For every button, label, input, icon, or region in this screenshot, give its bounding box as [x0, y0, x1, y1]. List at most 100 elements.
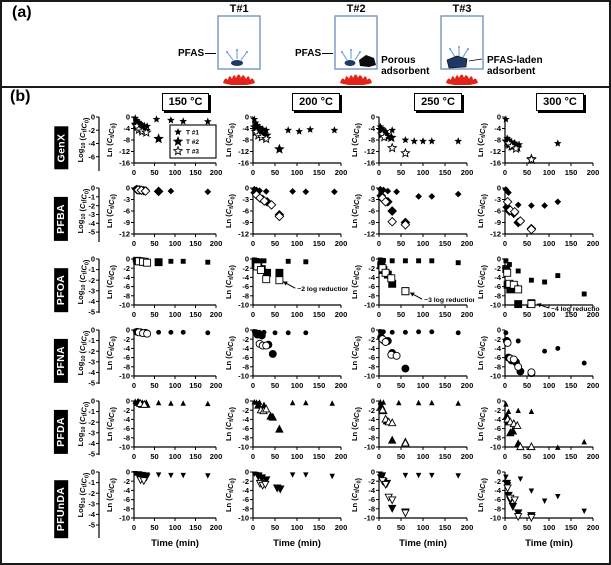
ylabel-ln: Ln (Cf/C0) — [476, 193, 489, 228]
series-t1 — [377, 398, 461, 406]
svg-text:0: 0 — [126, 184, 130, 193]
svg-text:150: 150 — [313, 452, 326, 461]
svg-text:150: 150 — [189, 381, 202, 390]
svg-text:-10: -10 — [364, 514, 375, 523]
svg-text:-5: -5 — [88, 379, 95, 388]
svg-text:-12: -12 — [490, 230, 501, 239]
svg-text:150: 150 — [313, 310, 326, 319]
svg-text:200: 200 — [210, 523, 222, 532]
svg-text:-3: -3 — [494, 195, 501, 204]
svg-text:-3: -3 — [123, 195, 130, 204]
svg-text:-6: -6 — [123, 495, 130, 504]
svg-text:-2: -2 — [242, 335, 249, 344]
svg-text:200: 200 — [587, 310, 600, 319]
temp-header-cell: 150 °C — [74, 92, 243, 112]
flame-icon — [340, 74, 373, 85]
tube-t3-illustration — [440, 15, 484, 70]
series-t3 — [255, 479, 270, 490]
pfas-blob — [344, 60, 356, 66]
svg-text:-6: -6 — [242, 353, 249, 362]
svg-text:0: 0 — [91, 326, 95, 335]
svg-text:-6: -6 — [242, 424, 249, 433]
temperature-header-row: 150 °C 200 °C 250 °C 300 °C — [74, 92, 609, 112]
svg-text:100: 100 — [291, 310, 304, 319]
svg-text:-12: -12 — [364, 230, 375, 239]
svg-text:50: 50 — [271, 239, 279, 248]
svg-text:0: 0 — [251, 381, 255, 390]
ylabel-ln: Ln (Cf/C0) — [350, 335, 363, 370]
svg-text:-6: -6 — [242, 207, 249, 216]
svg-text:-5: -5 — [88, 450, 95, 459]
panel-b-label: (b) — [10, 88, 31, 105]
series-t3 — [250, 126, 272, 144]
svg-text:50: 50 — [523, 452, 531, 461]
ylabel-ln: Ln (Cf/C0) — [350, 477, 363, 512]
series-t1 — [377, 328, 461, 336]
svg-text:100: 100 — [291, 168, 304, 177]
svg-text:-2: -2 — [88, 347, 95, 356]
svg-text:200: 200 — [461, 239, 474, 248]
tube-group-3: T#3 PFAS-laden adsorbent — [439, 3, 549, 85]
temp-header-cell: 300 °C — [487, 92, 609, 112]
analyte-label-cell: PFUnDA — [48, 468, 74, 550]
series-t1 — [250, 185, 338, 196]
svg-text:150: 150 — [439, 452, 452, 461]
chart-row-PFOA: PFOA 0 -1 -2 -3 -4 -5 Log10 (Cf/C0) 0 -2 -4 -6 -8 -10… — [48, 255, 609, 325]
series-t3 — [135, 398, 149, 408]
ylabel-ln: Ln (Cf/C0) — [476, 477, 489, 512]
svg-text:-6: -6 — [368, 495, 375, 504]
svg-text:-4: -4 — [494, 486, 501, 495]
svg-text:50: 50 — [150, 452, 158, 461]
svg-text:-3: -3 — [88, 210, 95, 219]
svg-text:0: 0 — [126, 113, 130, 122]
svg-text:0: 0 — [251, 523, 255, 532]
ylabel-ln: Ln (Cf/C0) — [105, 122, 118, 157]
svg-text:0: 0 — [497, 184, 501, 193]
svg-text:0: 0 — [132, 452, 136, 461]
pfas-blob — [231, 60, 244, 66]
svg-text:-4: -4 — [494, 124, 501, 133]
svg-text:-8: -8 — [494, 362, 501, 371]
svg-text:T #2: T #2 — [186, 139, 199, 146]
svg-text:200: 200 — [335, 452, 348, 461]
series-t3 — [502, 196, 537, 235]
temp-header-250: 250 °C — [414, 93, 462, 111]
series-t3 — [253, 262, 284, 285]
svg-text:-4: -4 — [242, 273, 249, 282]
svg-text:200: 200 — [210, 381, 222, 390]
svg-text:150: 150 — [439, 168, 452, 177]
svg-text:-10: -10 — [119, 372, 130, 381]
svg-text:-8: -8 — [123, 433, 130, 442]
flame-icon — [223, 74, 256, 85]
svg-text:150: 150 — [313, 523, 326, 532]
svg-text:-4: -4 — [88, 297, 95, 306]
porous-adsorbent-blob — [359, 55, 377, 67]
svg-text:0: 0 — [503, 239, 507, 248]
svg-text:-4: -4 — [368, 415, 375, 424]
svg-text:150: 150 — [189, 523, 202, 532]
svg-text:0: 0 — [251, 452, 255, 461]
svg-text:-6: -6 — [123, 282, 130, 291]
svg-text:-2: -2 — [368, 335, 375, 344]
svg-text:0: 0 — [377, 381, 381, 390]
tube-title-t2: T#2 — [346, 3, 366, 15]
svg-text:0: 0 — [251, 239, 255, 248]
svg-text:-8: -8 — [494, 136, 501, 145]
xlabel: Time (min) — [525, 538, 573, 549]
svg-text:-8: -8 — [242, 433, 249, 442]
svg-text:-8: -8 — [368, 136, 375, 145]
svg-text:0: 0 — [132, 239, 136, 248]
svg-text:100: 100 — [417, 452, 430, 461]
svg-text:-3: -3 — [368, 195, 375, 204]
svg-text:0: 0 — [377, 452, 381, 461]
